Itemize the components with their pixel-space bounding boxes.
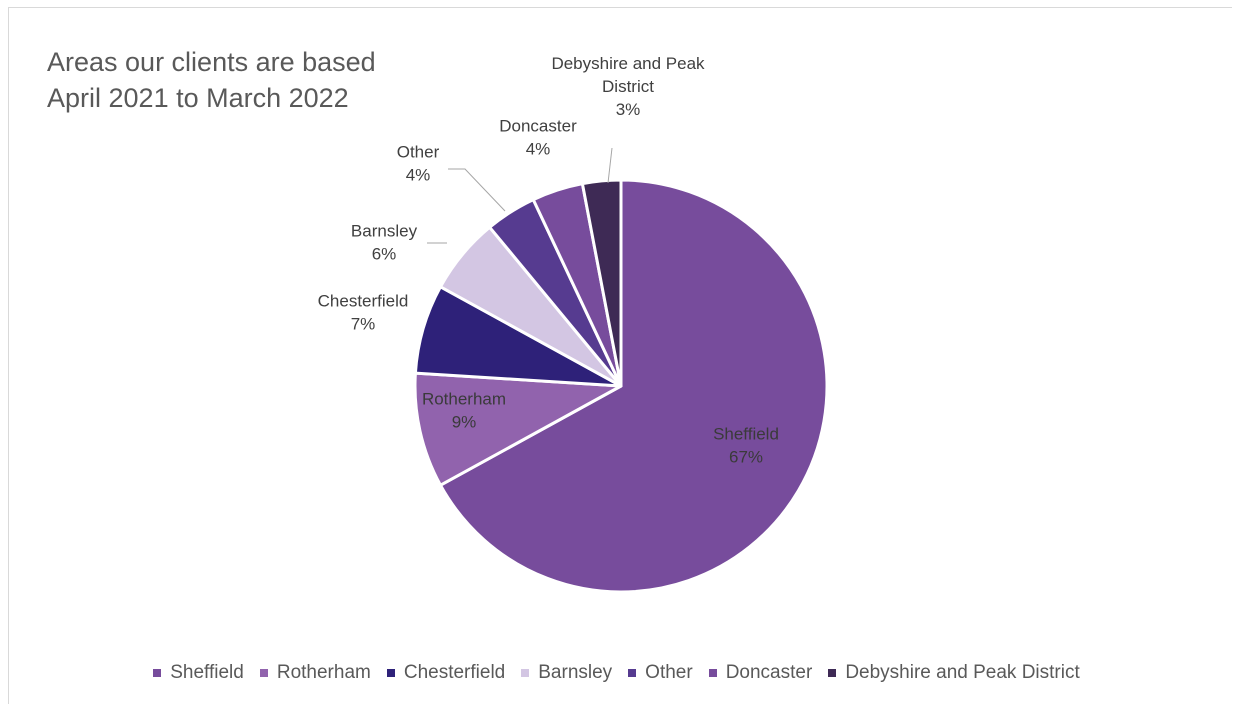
legend-item-chesterfield: Chesterfield	[386, 662, 506, 684]
legend-item-rotherham: Rotherham	[259, 662, 371, 684]
legend-label: Chesterfield	[403, 662, 506, 683]
legend-label: Doncaster	[725, 662, 813, 683]
data-label-debyshire-and-peak-district: Debyshire and Peak District 3%	[551, 54, 705, 119]
legend-label: Sheffield	[170, 662, 244, 683]
chart-title: Areas our clients are based April 2021 t…	[47, 44, 376, 116]
legend-swatch	[708, 669, 717, 677]
legend-label: Barnsley	[538, 662, 613, 683]
data-label-rotherham: Rotherham 9%	[422, 390, 506, 432]
legend-label: Rotherham	[276, 662, 371, 683]
legend-label: Other	[645, 662, 693, 683]
legend-item-debyshire-and-peak-district: Debyshire and Peak District	[828, 662, 1080, 684]
data-label-barnsley: Barnsley 6%	[351, 222, 418, 264]
slice-rotherham	[413, 371, 623, 487]
data-label-sheffield: Sheffield 67%	[713, 425, 779, 467]
legend-swatch	[828, 669, 837, 677]
legend-item-doncaster: Doncaster	[708, 662, 813, 684]
legend-swatch	[259, 669, 268, 677]
legend-swatch	[521, 669, 530, 677]
chart-title-line-2: April 2021 to March 2022	[47, 83, 349, 113]
leader-line-debyshire-and-peak-district	[607, 147, 613, 184]
legend-swatch	[153, 669, 162, 677]
data-label-chesterfield: Chesterfield 7%	[318, 292, 409, 334]
chart-title-line-1: Areas our clients are based	[47, 47, 376, 77]
legend-item-barnsley: Barnsley	[521, 662, 612, 684]
chart-legend: Sheffield Rotherham Chesterfield Barnsley Ot…	[0, 662, 1233, 684]
data-label-other: Other 4%	[397, 143, 440, 185]
slice-sheffield	[438, 178, 829, 594]
legend-swatch	[386, 669, 395, 677]
leader-line-other	[448, 168, 506, 212]
legend-item-sheffield: Sheffield	[153, 662, 244, 684]
slice-debyshire-and-peak-district	[580, 178, 623, 388]
legend-label: Debyshire and Peak District	[845, 662, 1080, 683]
legend-item-other: Other	[628, 662, 693, 684]
data-label-doncaster: Doncaster 4%	[499, 117, 577, 159]
legend-swatch	[628, 669, 637, 677]
chart-frame	[8, 7, 1232, 704]
